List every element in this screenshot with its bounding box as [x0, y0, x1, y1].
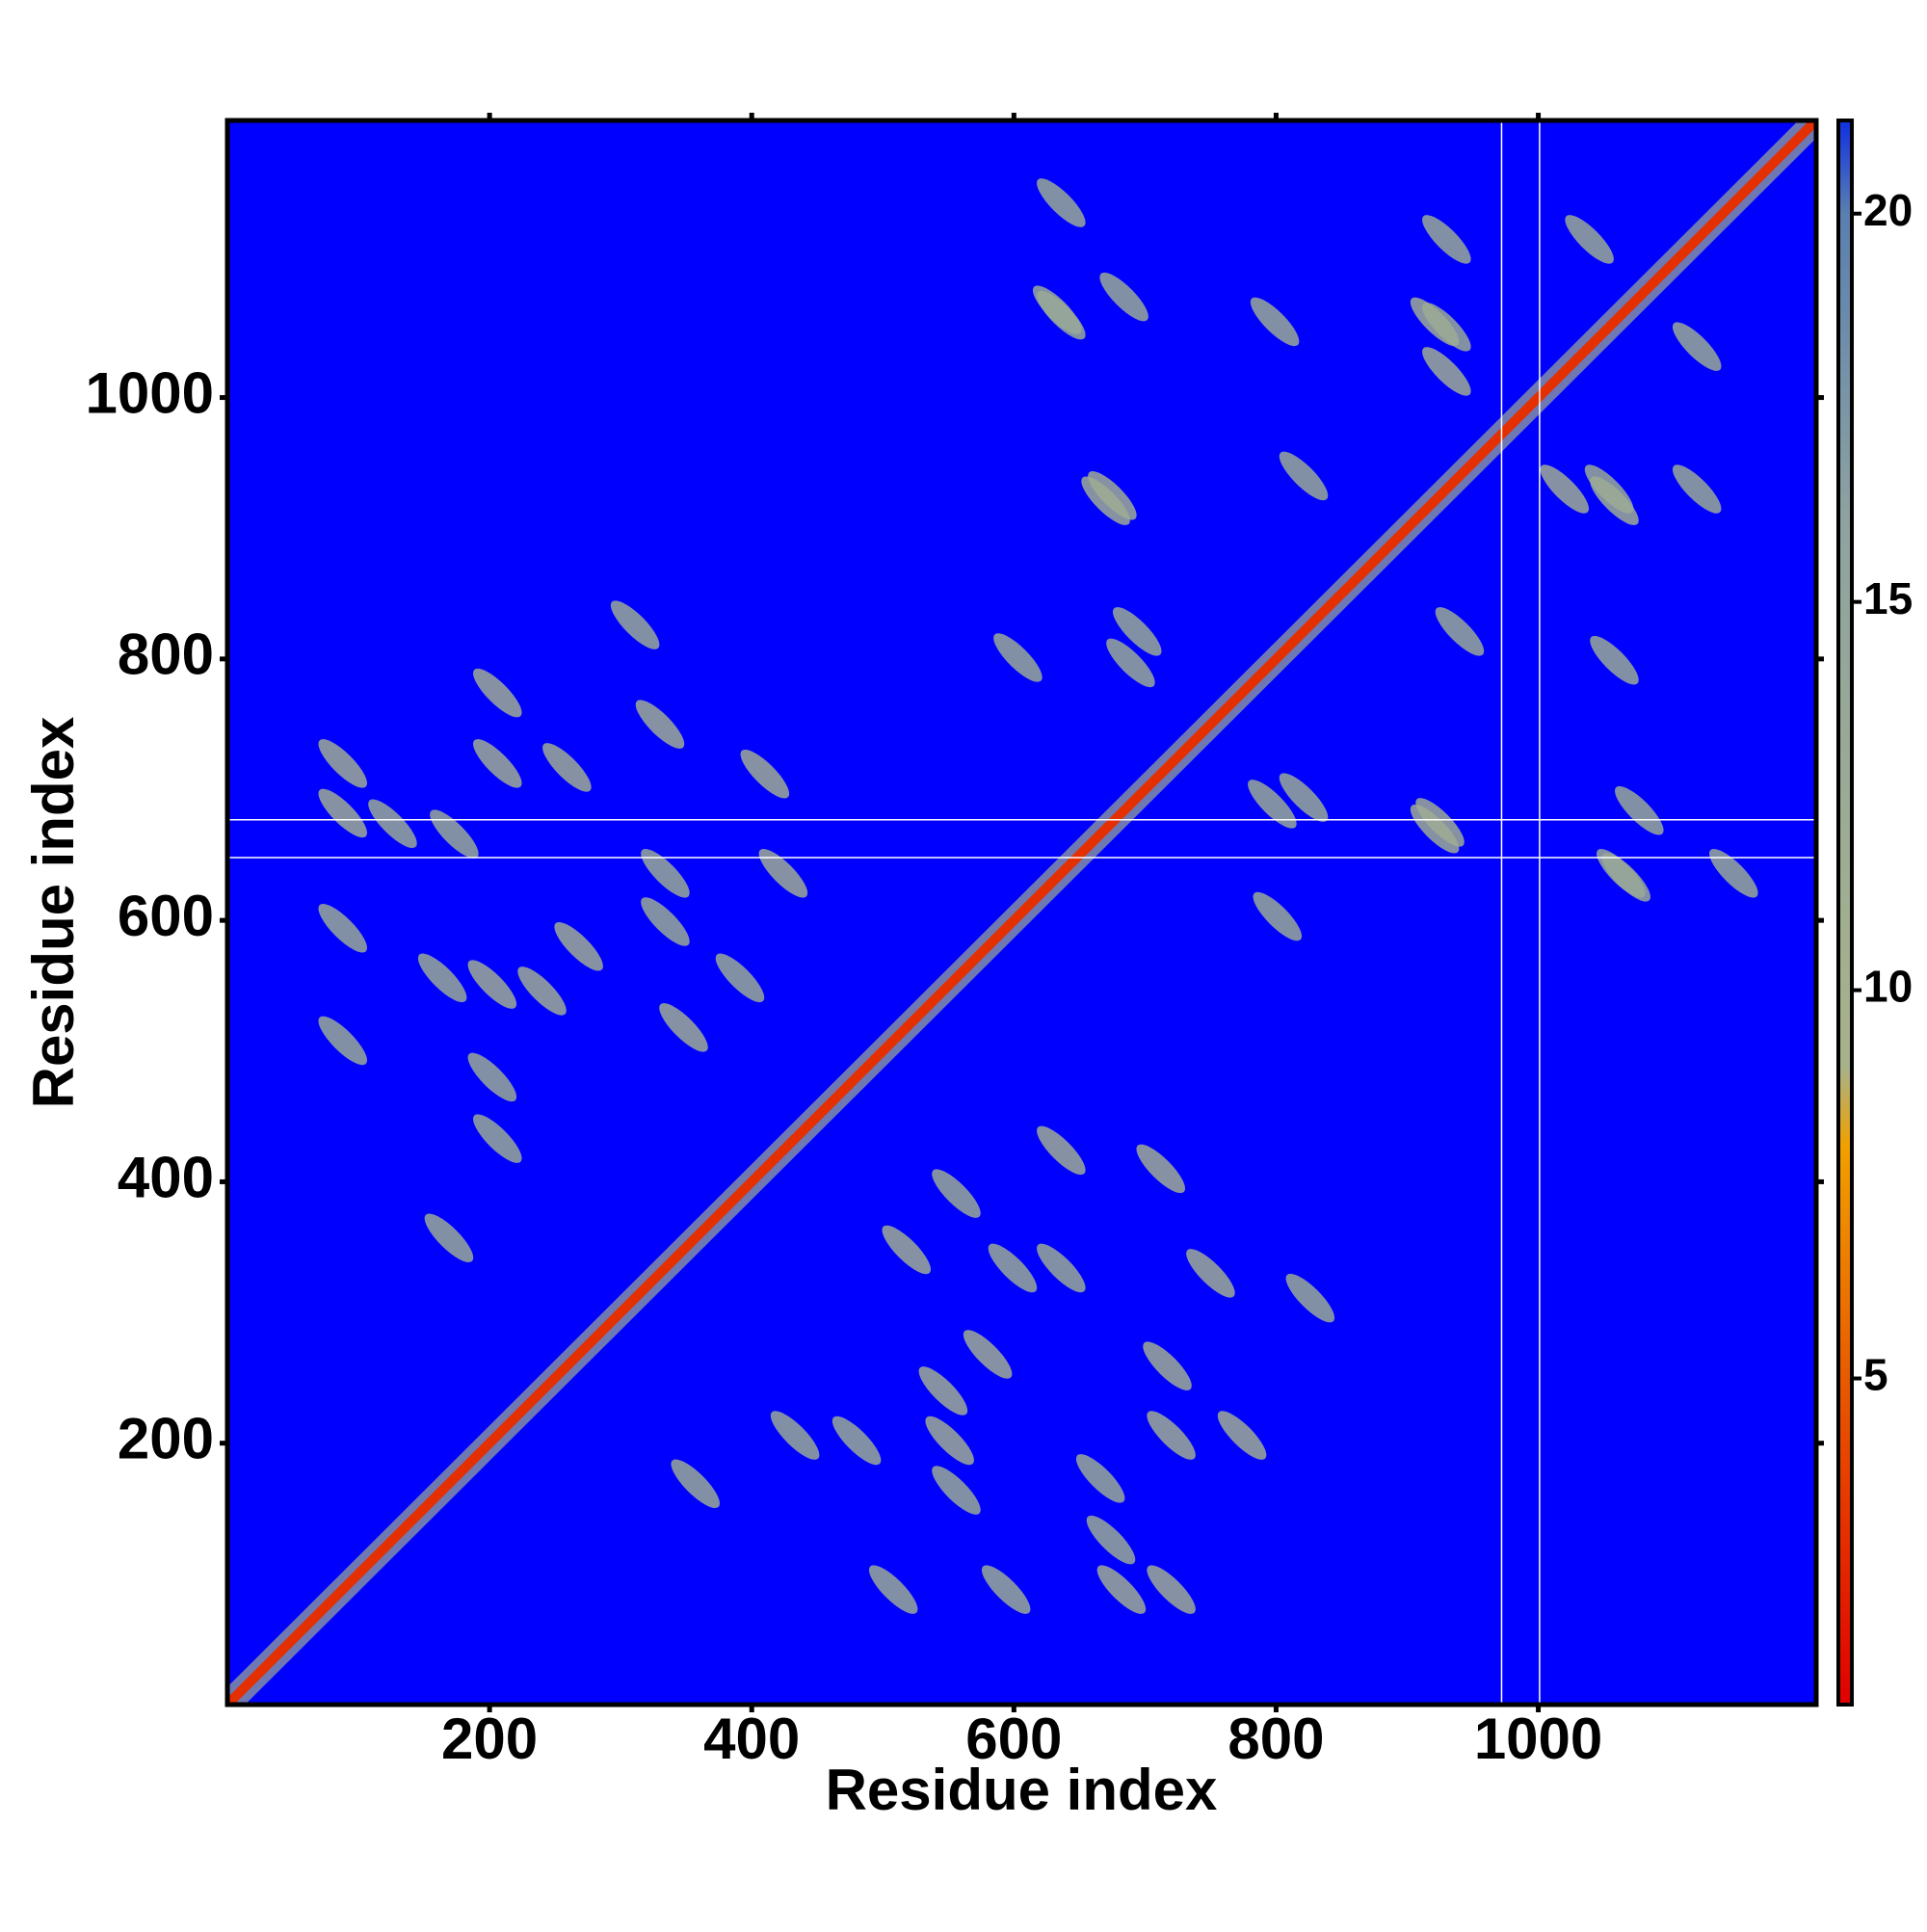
- contact: [1147, 1565, 1196, 1614]
- y-tick-label: 400: [118, 1145, 214, 1209]
- contact-mirror: [424, 1213, 474, 1263]
- contact: [1590, 635, 1639, 685]
- contact: [1037, 1243, 1086, 1293]
- contact-mirror: [715, 953, 765, 1003]
- contact-mirror: [542, 743, 592, 792]
- contact: [1279, 773, 1329, 822]
- contact: [770, 1411, 820, 1460]
- plot-frame: [224, 118, 1819, 1707]
- contact-mirror: [1248, 780, 1297, 829]
- contact-mirror: [659, 1003, 708, 1052]
- contact-mirror: [641, 849, 690, 898]
- contact-mirror: [473, 1114, 522, 1163]
- diagonal: [227, 120, 1816, 1705]
- contact-mirror: [473, 668, 522, 718]
- contact: [1590, 476, 1639, 525]
- contact-mirror: [473, 739, 522, 788]
- contact: [1037, 1125, 1086, 1176]
- contact: [1217, 1411, 1267, 1460]
- contact: [1186, 1249, 1235, 1298]
- contact-mirror: [467, 1052, 517, 1102]
- contact: [1086, 1515, 1136, 1565]
- contact: [832, 1416, 882, 1466]
- x-axis-label: Residue index: [826, 1758, 1218, 1822]
- contact: [1601, 853, 1650, 902]
- contact: [963, 1330, 1013, 1379]
- contact-mirror: [1112, 607, 1162, 656]
- contact: [1075, 1454, 1125, 1503]
- x-tick-label: 400: [703, 1707, 800, 1771]
- contact-mirror: [1422, 347, 1471, 396]
- contact-mirror: [368, 799, 417, 849]
- contact-mirror: [1253, 891, 1303, 941]
- contact-mirror: [641, 897, 690, 946]
- contact: [1565, 215, 1614, 264]
- contact: [1422, 215, 1471, 264]
- contact: [981, 1565, 1031, 1614]
- y-tick-label: 200: [118, 1407, 214, 1471]
- contact: [932, 1169, 981, 1218]
- contact: [1099, 272, 1148, 322]
- contact-mirror: [318, 739, 367, 788]
- contact: [671, 1459, 720, 1509]
- contact: [932, 1466, 981, 1515]
- contact-mirror: [1709, 849, 1758, 898]
- contact: [1415, 798, 1465, 847]
- contact-mirror: [318, 904, 367, 953]
- y-tick-label: 600: [118, 884, 214, 948]
- colorbar-tick-label: 5: [1863, 1350, 1888, 1400]
- x-tick-label: 600: [965, 1707, 1062, 1771]
- contact: [1106, 638, 1155, 688]
- contact-mirror: [610, 600, 660, 649]
- contact-mirror: [758, 849, 808, 898]
- x-tick-label: 1000: [1474, 1707, 1602, 1771]
- contact-mirror: [635, 700, 685, 749]
- y-axis-label: Residue index: [21, 717, 86, 1109]
- contact: [1136, 1144, 1185, 1194]
- contact: [1037, 178, 1086, 227]
- contact: [868, 1565, 918, 1614]
- contact-mirror: [740, 749, 790, 799]
- contact-mirror: [1615, 785, 1664, 835]
- contact-mirror: [1672, 322, 1722, 371]
- contact-mirror: [1672, 464, 1722, 514]
- contact-mirror: [517, 966, 567, 1016]
- x-tick-label: 200: [441, 1707, 538, 1771]
- x-tick-label: 800: [1227, 1707, 1324, 1771]
- contact-mirror: [1435, 607, 1485, 656]
- contact-mirror: [318, 788, 367, 838]
- contact: [1540, 464, 1590, 514]
- colorbar-tick-label: 15: [1863, 573, 1913, 623]
- contact-mirror: [318, 1016, 367, 1066]
- contact: [918, 1366, 968, 1416]
- colorbar-tick-label: 10: [1863, 962, 1913, 1012]
- contact: [1279, 451, 1329, 501]
- contacts: [227, 120, 1816, 1705]
- contact-mirror: [467, 960, 517, 1009]
- contact: [1096, 1565, 1147, 1614]
- contact-mirror: [417, 953, 467, 1003]
- contact-mirror: [1410, 297, 1460, 347]
- contact: [1143, 1341, 1192, 1390]
- contact: [882, 1225, 932, 1275]
- contact-mirror: [430, 809, 479, 859]
- contact: [925, 1416, 974, 1466]
- contact: [1147, 1411, 1196, 1460]
- contact-mirror: [1088, 471, 1137, 520]
- contact-mirror: [1032, 285, 1082, 334]
- contact-mirror: [554, 921, 603, 971]
- contact: [1285, 1273, 1335, 1323]
- y-tick-label: 800: [118, 622, 214, 687]
- colorbar-tick-label: 20: [1863, 185, 1913, 235]
- contact-mirror: [1250, 297, 1300, 347]
- contact: [993, 633, 1043, 682]
- colorbar: [1836, 119, 1854, 1707]
- y-tick-label: 1000: [86, 360, 214, 425]
- contact: [988, 1243, 1038, 1293]
